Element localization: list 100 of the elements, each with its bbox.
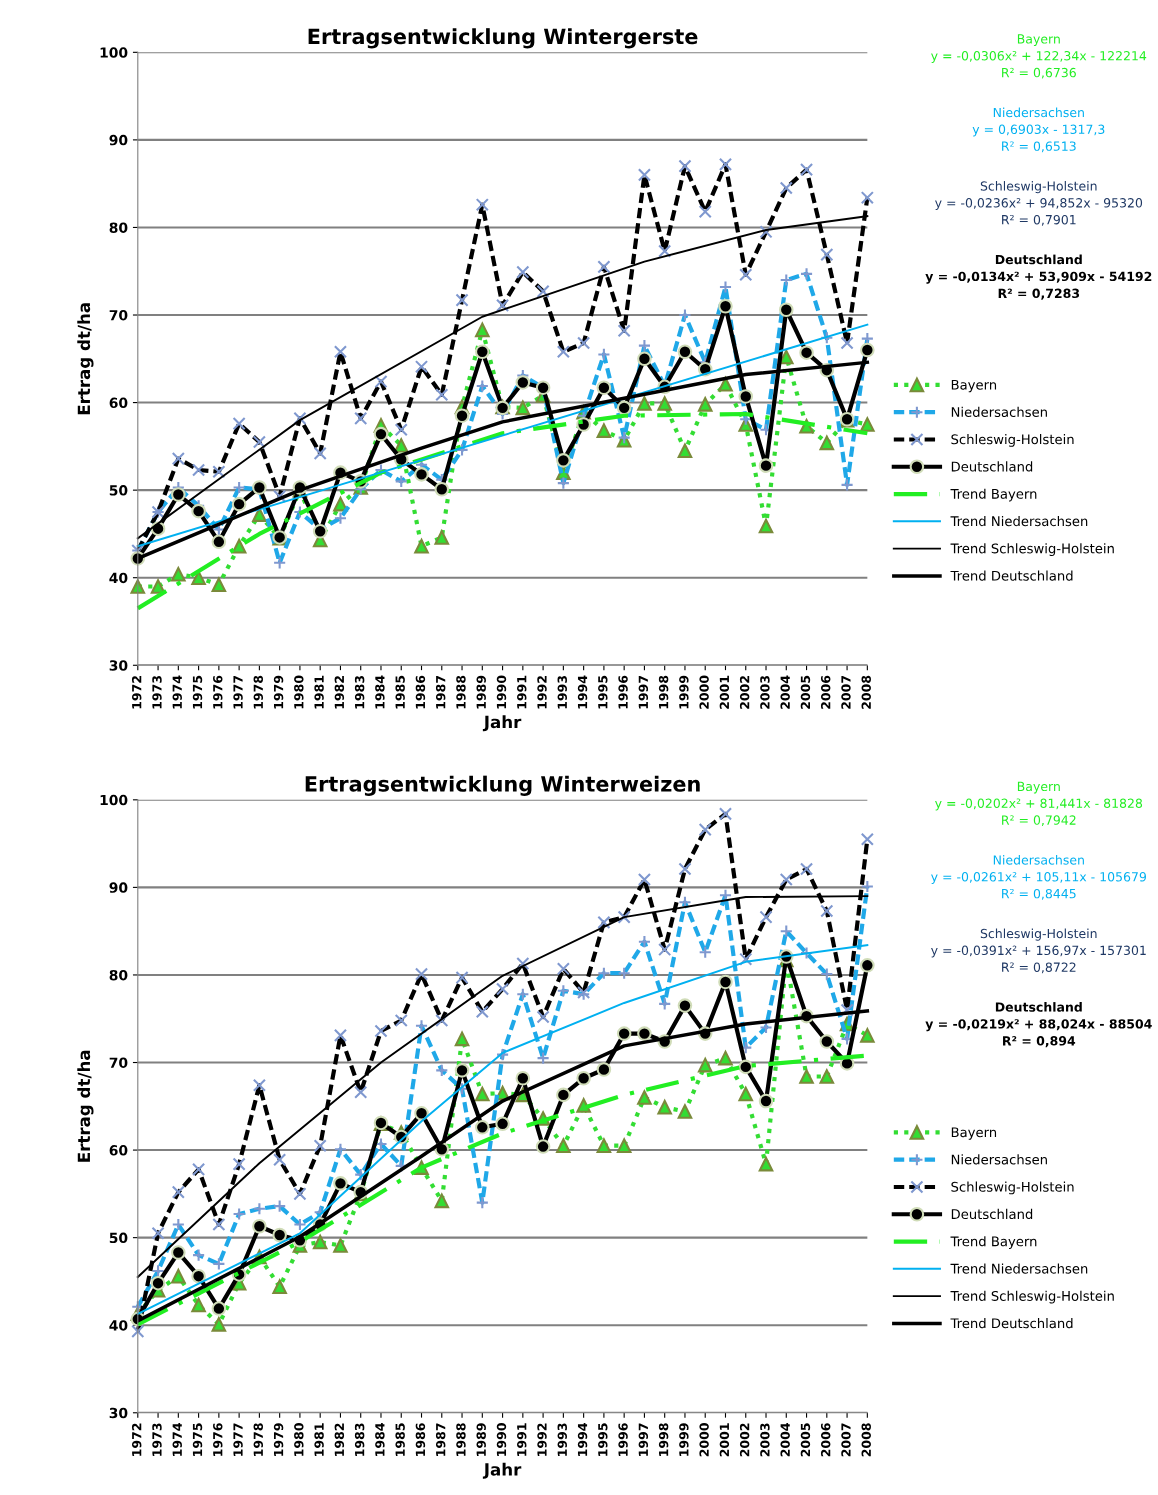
x-tick-label: 1989 [476, 675, 486, 709]
x-tick-label: 1986 [415, 675, 426, 709]
x-tick-label: 1993 [557, 1423, 567, 1456]
x-tick-label: 1996 [618, 675, 628, 709]
x-tick-label: 2007 [841, 1423, 851, 1457]
x-tick-label: 1975 [192, 675, 203, 709]
text: Deutschland y = -0,0219x² + 88,024x - 88504 R² = 0,894 [925, 1002, 1152, 1048]
x-tick-label: 2007 [841, 675, 851, 709]
y-tick-label: 50 [109, 1232, 128, 1244]
y-axis-title: Ertrag dt/ha [77, 303, 94, 415]
x-tick-label: 1977 [233, 675, 243, 709]
x-tick-label: 1996 [618, 1423, 628, 1456]
text: Niedersachsen y = 0,6903x - 1317,3 R² = 0,6513 [972, 107, 1105, 153]
text: Deutschland y = -0,0134x² + 53,909x - 54192 R² = 0,7283 [925, 254, 1152, 300]
x-tick-label: 2004 [780, 1423, 790, 1457]
text: Bayern y = -0,0202x² + 81,441x - 81828 R² = 0,7942 [935, 781, 1143, 827]
legend-label: Trend Niedersachsen [950, 1263, 1088, 1274]
x-tick-label: 1991 [517, 675, 527, 709]
legend-label: Niedersachsen [951, 406, 1047, 418]
x-tick-label: 1988 [456, 1423, 466, 1456]
text: Niedersachsen y = -0,0261x² + 105,11x - 105679 R² = 0,8445 [931, 854, 1147, 900]
legend-label: Trend Deutschland [950, 1318, 1073, 1329]
x-axis-title: Jahr [482, 1462, 522, 1479]
legend-label: Deutschland [951, 1208, 1033, 1220]
x-tick-label: 1986 [415, 1423, 426, 1456]
x-tick-label: 1999 [679, 675, 689, 709]
x-tick-label: 1988 [456, 675, 466, 709]
x-tick-label: 1983 [354, 1423, 365, 1456]
legend-label: Bayern [951, 1127, 997, 1140]
x-tick-label: 1978 [253, 675, 264, 709]
x-tick-label: 1984 [375, 1423, 385, 1456]
x-tick-label: 1974 [172, 1423, 182, 1456]
y-axis-title: Ertrag dt/ha [77, 1050, 94, 1162]
y-tick-label: 40 [109, 572, 128, 584]
y-tick-label: 70 [109, 309, 128, 321]
chart-title: Ertragsentwicklung Wintergerste [308, 28, 698, 49]
x-tick-label: 1978 [253, 1423, 264, 1456]
x-tick-label: 1982 [334, 676, 345, 709]
x-tick-label: 1991 [517, 1423, 527, 1456]
x-tick-label: 1987 [435, 1423, 446, 1456]
y-tick-label: 30 [109, 1407, 128, 1419]
x-tick-label: 1993 [557, 675, 567, 709]
x-tick-label: 2001 [719, 1423, 730, 1457]
legend-label: Trend Bayern [950, 488, 1037, 502]
x-tick-label: 2006 [820, 1423, 831, 1457]
x-tick-label: 1994 [577, 1423, 588, 1456]
y-tick-label: 60 [109, 1145, 128, 1156]
y-tick-label: 50 [109, 485, 128, 496]
x-tick-label: 2000 [699, 675, 709, 709]
legend-label: Schleswig-Holstein [951, 1181, 1074, 1195]
x-tick-label: 1982 [334, 1423, 345, 1456]
x-tick-label: 1985 [395, 1423, 405, 1456]
x-tick-label: 2005 [800, 1423, 811, 1457]
x-tick-label: 1989 [476, 1423, 486, 1456]
x-tick-label: 1979 [273, 1423, 284, 1456]
y-tick-label: 70 [109, 1057, 128, 1068]
legend-label: Schleswig-Holstein [951, 434, 1074, 447]
x-tick-label: 1990 [496, 1423, 507, 1456]
x-tick-label: 1987 [435, 675, 446, 709]
x-tick-label: 1980 [294, 675, 304, 709]
x-tick-label: 1998 [658, 675, 669, 709]
x-tick-label: 1973 [152, 1423, 162, 1456]
x-tick-label: 1995 [598, 675, 608, 709]
x-tick-label: 1979 [273, 675, 284, 709]
legend-label: Trend Bayern [950, 1236, 1037, 1249]
x-tick-label: 1992 [537, 676, 547, 709]
y-tick-label: 40 [109, 1320, 128, 1331]
x-tick-label: 1976 [213, 675, 223, 709]
legend-label: Trend Schleswig-Holstein [950, 543, 1114, 556]
x-tick-label: 2001 [719, 675, 730, 709]
y-tick-label: 100 [100, 47, 128, 58]
x-tick-label: 2008 [861, 1423, 871, 1457]
text: Schleswig-Holstein y = -0,0236x² + 94,852x - 95320 R² = 0,7901 [935, 181, 1143, 226]
y-tick-label: 90 [109, 882, 128, 893]
x-tick-label: 2002 [739, 676, 750, 709]
x-tick-label: 1981 [314, 675, 324, 709]
x-tick-label: 1985 [395, 675, 405, 709]
x-tick-label: 2004 [780, 675, 790, 709]
x-tick-label: 1998 [658, 1423, 669, 1456]
x-tick-label: 1990 [496, 675, 507, 709]
legend-label: Niedersachsen [951, 1154, 1047, 1165]
x-tick-label: 2005 [800, 675, 811, 709]
x-tick-label: 1974 [172, 675, 182, 709]
x-tick-label: 1994 [577, 675, 588, 709]
legend-label: Trend Deutschland [950, 570, 1073, 581]
x-tick-label: 1980 [294, 1423, 304, 1456]
x-tick-label: 1981 [314, 1423, 324, 1456]
x-tick-label: 1976 [213, 1423, 223, 1456]
text: Bayern y = -0,0306x² + 122,34x - 122214 R² = 0,6736 [931, 34, 1147, 79]
y-tick-label: 30 [109, 660, 128, 671]
text: Schleswig-Holstein y = -0,0391x² + 156,97x - 157301 R² = 0,8722 [931, 928, 1146, 974]
y-tick-label: 80 [109, 969, 128, 981]
x-tick-label: 1999 [679, 1423, 689, 1456]
x-tick-label: 1997 [638, 1423, 649, 1456]
x-tick-label: 1997 [638, 675, 649, 709]
x-tick-label: 2002 [739, 1423, 750, 1457]
legend-label: Deutschland [951, 461, 1033, 472]
y-tick-label: 60 [109, 397, 128, 409]
x-tick-label: 1995 [598, 1423, 608, 1456]
x-tick-label: 2006 [820, 675, 831, 709]
